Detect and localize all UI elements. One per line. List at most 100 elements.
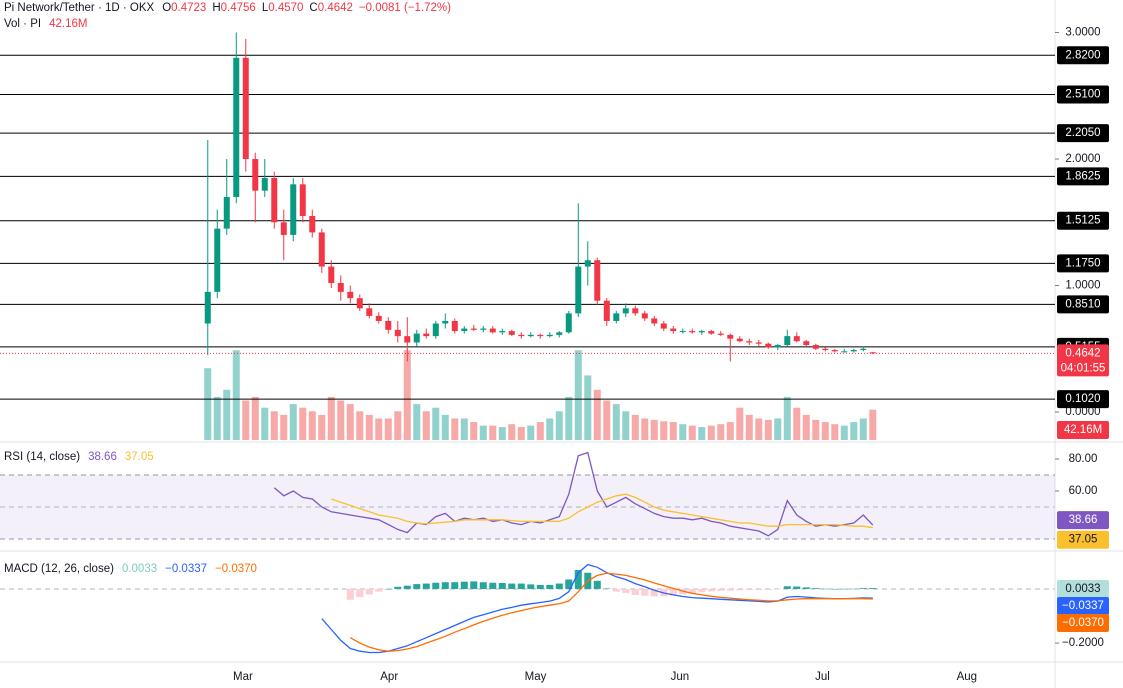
macd-histogram-bar — [555, 583, 563, 589]
candle-body — [765, 343, 772, 348]
volume-bar — [603, 400, 611, 440]
volume-bar — [584, 375, 592, 440]
macd-histogram-bar — [527, 584, 535, 589]
macd-histogram-bar — [508, 583, 516, 589]
candle-body — [708, 331, 715, 334]
macd-histogram-bar — [669, 588, 677, 596]
macd-histogram-bar — [432, 582, 440, 589]
macd-histogram-bar — [470, 581, 478, 589]
volume-bar — [470, 422, 478, 440]
macd-histogram-bar — [774, 588, 782, 590]
volume-bar — [232, 350, 240, 440]
macd-legend: MACD (12, 26, close) 0.0033 −0.0337 −0.0370 — [4, 563, 257, 575]
macd-histogram-bar — [698, 588, 706, 593]
level-label-box — [1057, 390, 1109, 409]
volume-bar — [717, 424, 725, 440]
macd-last: 0.0033 — [1065, 583, 1100, 595]
level-label-box — [1057, 167, 1109, 186]
level-label-box — [1057, 211, 1109, 230]
macd-histogram-bar — [612, 588, 620, 592]
macd-histogram-bar — [546, 584, 554, 589]
candle-body — [613, 313, 620, 321]
volume-bar — [736, 407, 744, 440]
volume-bar — [536, 422, 544, 440]
candle-body — [641, 313, 648, 319]
volume-bar — [850, 422, 858, 440]
macd-histogram-bar — [536, 584, 544, 589]
macd-histogram-bar — [812, 588, 820, 589]
level-label-box — [1057, 295, 1109, 314]
candle-body — [375, 315, 382, 321]
level-label: 1.8625 — [1065, 170, 1100, 182]
volume-bar — [612, 404, 620, 440]
ohlc-value: 0.4642 — [318, 2, 353, 14]
y-tick-label: 2.0000 — [1065, 153, 1100, 165]
macd-histogram-bar — [869, 588, 877, 589]
macd-histogram-bar — [479, 582, 487, 589]
candle-body — [214, 228, 221, 292]
volume-bar — [812, 419, 820, 440]
candle-body — [822, 348, 829, 351]
volume-bar — [546, 418, 554, 440]
level-label: 0.1020 — [1065, 393, 1100, 405]
candle-body — [432, 323, 439, 337]
volume-bar — [327, 396, 335, 440]
volume-bar — [641, 418, 649, 440]
volume-bar — [726, 422, 734, 440]
candle-body — [347, 291, 354, 299]
volume-bar — [783, 396, 791, 440]
level-label-box — [1057, 124, 1109, 143]
candle-body — [233, 57, 240, 197]
volume-bar — [337, 400, 345, 440]
candle-body — [584, 260, 591, 267]
candle-body — [318, 232, 325, 267]
macd-histogram-bar — [622, 588, 630, 594]
volume-bar — [574, 350, 582, 440]
macd-histogram-bar — [498, 583, 506, 589]
candle-body — [328, 266, 335, 284]
macd-histogram-bar — [631, 588, 639, 595]
macd-histogram-bar — [736, 588, 744, 591]
x-tick-label: Mar — [233, 671, 253, 683]
volume-bar — [622, 411, 630, 440]
level-label-box — [1057, 254, 1109, 273]
candle-body — [385, 320, 392, 330]
candle-body — [451, 320, 458, 332]
candle-body — [537, 334, 544, 337]
candle-body — [660, 323, 667, 329]
macd-histogram-bar — [831, 588, 839, 590]
macd-histogram-bar — [356, 588, 364, 598]
volume-bar — [251, 396, 259, 440]
last-price: 0.4642 — [1065, 347, 1100, 359]
volume-bar — [356, 411, 364, 440]
candle-body — [461, 328, 468, 332]
candle-body — [831, 350, 838, 352]
volume-bar — [346, 404, 354, 440]
ohlc-key: O — [162, 2, 171, 14]
volume-bar — [261, 407, 269, 440]
x-tick-label: Jun — [671, 671, 690, 683]
volume-bar — [821, 422, 829, 440]
y-tick-label: 60.00 — [1069, 485, 1098, 497]
candle-body — [727, 334, 734, 339]
macd-histogram-bar — [783, 586, 791, 589]
volume-bar — [451, 418, 459, 440]
volume-bar — [555, 411, 563, 440]
candle-body — [413, 333, 420, 343]
volume-bar — [688, 425, 696, 440]
macd-line — [349, 572, 873, 652]
macd-histogram-bar — [688, 588, 696, 594]
level-label: 2.2050 — [1065, 127, 1100, 139]
volume-bar — [489, 425, 497, 440]
countdown: 04:01:55 — [1061, 362, 1106, 374]
y-tick-label: 3.0000 — [1065, 27, 1100, 39]
volume-bar — [698, 427, 706, 440]
candle-body — [565, 313, 572, 333]
candle-body — [499, 331, 506, 333]
level-label-box — [1057, 46, 1109, 65]
candle-body — [774, 344, 781, 348]
candle-body — [299, 184, 306, 216]
symbol-legend: Pi Network/Tether · 1D · OKX O0.4723 H0.47… — [4, 2, 451, 14]
macd-histogram-bar — [859, 588, 867, 589]
candle-body — [271, 178, 278, 223]
